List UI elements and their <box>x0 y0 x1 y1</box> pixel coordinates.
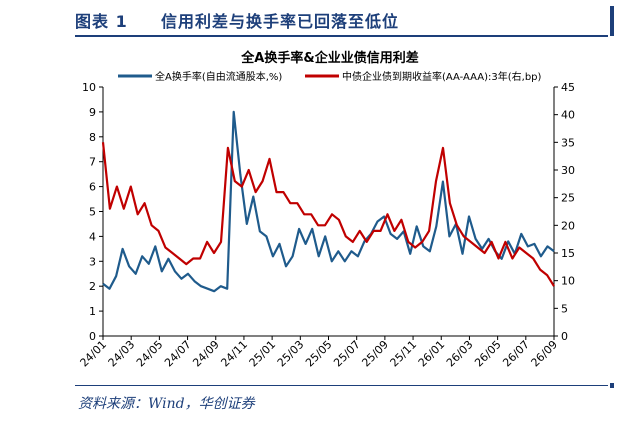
right-tick-label: 25 <box>561 192 575 205</box>
header-rule <box>75 35 608 37</box>
x-tick-label: 25/05 <box>303 338 335 370</box>
x-tick-label: 26/09 <box>529 338 561 370</box>
left-tick-label: 7 <box>89 156 96 169</box>
x-tick-label: 24/05 <box>134 338 166 370</box>
x-tick-label: 25/11 <box>388 338 420 370</box>
right-tick-label: 30 <box>561 164 575 177</box>
left-tick-label: 1 <box>89 305 96 318</box>
x-tick-label: 26/05 <box>472 338 504 370</box>
x-tick-label: 25/09 <box>359 338 391 370</box>
edge-marker-bottom <box>610 383 614 388</box>
right-tick-label: 0 <box>561 330 568 343</box>
left-tick-label: 0 <box>89 330 96 343</box>
right-tick-label: 20 <box>561 219 575 232</box>
x-tick-label: 24/07 <box>162 338 194 370</box>
x-tick-label: 24/03 <box>106 338 138 370</box>
right-tick-label: 35 <box>561 136 575 149</box>
x-tick-label: 24/11 <box>218 338 250 370</box>
right-tick-label: 40 <box>561 109 575 122</box>
figure-header: 图表 1 信用利差与换手率已回落至低位 <box>75 6 610 36</box>
legend-label-spread: 中债企业债到期收益率(AA-AAA):3年(右,bp) <box>342 70 542 83</box>
left-tick-label: 2 <box>89 280 96 293</box>
left-tick-label: 9 <box>89 106 96 119</box>
left-tick-label: 3 <box>89 255 96 268</box>
x-tick-label: 26/01 <box>416 338 448 370</box>
left-tick-label: 10 <box>82 81 96 94</box>
left-tick-label: 8 <box>89 131 96 144</box>
x-tick-label: 25/01 <box>247 338 279 370</box>
series-line-spread <box>101 142 555 287</box>
figure-number: 图表 1 <box>75 12 128 31</box>
legend: 全A换手率(自由流通股本,%) 中债企业债到期收益率(AA-AAA):3年(右,… <box>118 70 542 83</box>
left-tick-label: 4 <box>89 230 96 243</box>
series-line-turnover <box>102 110 555 293</box>
x-tick-label: 26/07 <box>500 338 532 370</box>
right-tick-label: 15 <box>561 247 575 260</box>
right-tick-label: 5 <box>561 302 568 315</box>
x-tick-label: 25/07 <box>331 338 363 370</box>
footer-rule <box>75 385 608 386</box>
x-tick-label: 24/09 <box>190 338 222 370</box>
left-tick-label: 5 <box>89 206 96 219</box>
source-note: 资料来源：Wind，华创证券 <box>78 396 255 412</box>
chart-series <box>101 110 555 293</box>
x-tick-label: 26/03 <box>444 338 476 370</box>
right-tick-label: 10 <box>561 275 575 288</box>
left-tick-label: 6 <box>89 181 96 194</box>
legend-label-turnover: 全A换手率(自由流通股本,%) <box>155 70 282 83</box>
edge-marker-top <box>610 6 614 36</box>
figure-title: 信用利差与换手率已回落至低位 <box>161 12 400 31</box>
x-tick-label: 25/03 <box>275 338 307 370</box>
right-tick-label: 45 <box>561 81 575 94</box>
chart-title: 全A换手率&企业业债信用利差 <box>240 50 418 66</box>
